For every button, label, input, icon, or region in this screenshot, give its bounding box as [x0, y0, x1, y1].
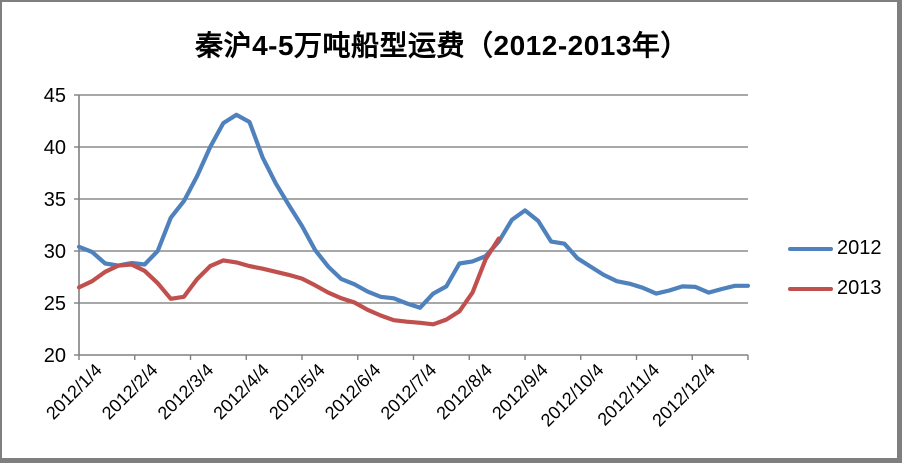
legend-line-2013	[788, 286, 833, 291]
legend-label-2013: 2013	[837, 277, 882, 299]
legend-label-2012: 2012	[837, 237, 882, 259]
x-axis-labels: 2012/1/42012/2/42012/3/42012/4/42012/5/4…	[42, 360, 719, 431]
legend: 2012 2013	[788, 235, 882, 302]
series-lines	[76, 112, 751, 327]
x-tick-label: 2012/7/4	[377, 360, 441, 424]
y-axis-labels: 45 40 35 30 25 20	[44, 85, 66, 367]
y-tick-label: 35	[44, 189, 66, 211]
legend-line-2012	[788, 246, 833, 251]
series-line-2013	[76, 236, 501, 327]
y-tick-label: 25	[44, 293, 66, 315]
x-tick-label: 2012/4/4	[209, 360, 273, 424]
gridlines	[79, 94, 748, 304]
x-tick-label: 2012/6/4	[321, 360, 385, 424]
x-tick-label: 2012/5/4	[265, 360, 329, 424]
legend-item-2013: 2013	[788, 275, 882, 302]
series-line-2012	[76, 112, 751, 310]
axis-ticks	[74, 94, 749, 360]
y-tick-label: 20	[44, 345, 66, 367]
y-tick-label: 45	[44, 85, 66, 107]
chart-title: 秦沪4-5万吨船型运费（2012-2013年）	[195, 30, 689, 61]
x-tick-label: 2012/2/4	[98, 360, 162, 424]
x-tick-label: 2012/3/4	[154, 360, 218, 424]
legend-item-2012: 2012	[788, 235, 882, 262]
x-tick-label: 2012/1/4	[42, 360, 106, 424]
axes	[78, 95, 748, 356]
y-tick-label: 30	[44, 241, 66, 263]
y-tick-label: 40	[44, 137, 66, 159]
x-tick-label: 2012/8/4	[432, 360, 496, 424]
